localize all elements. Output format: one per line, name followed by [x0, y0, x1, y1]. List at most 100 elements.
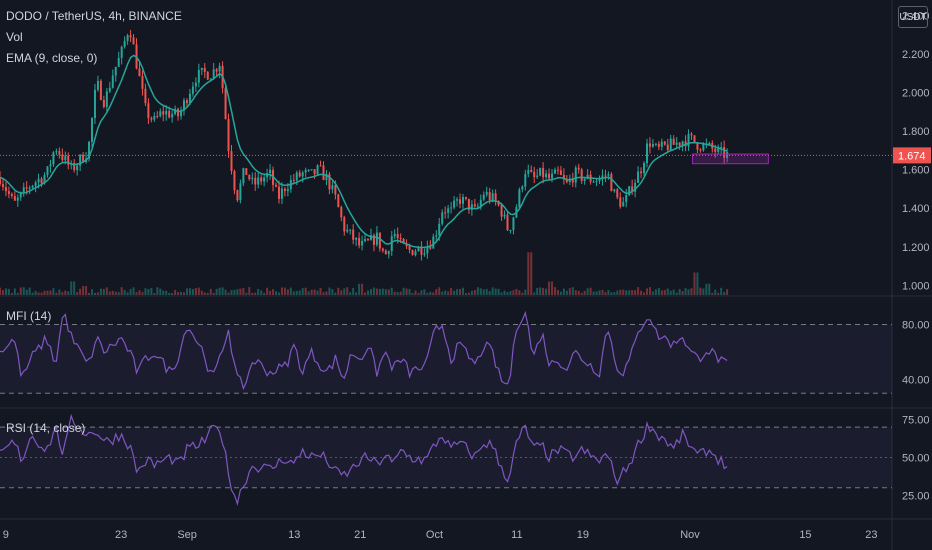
- ema-legend: EMA (9, close, 0): [6, 51, 97, 65]
- candle-body: [340, 207, 343, 218]
- volume-bar: [726, 289, 729, 295]
- candle-body: [438, 223, 441, 236]
- candle-body: [453, 200, 456, 208]
- candlestick-series: [0, 29, 729, 261]
- candle-body: [432, 236, 435, 249]
- candle-body: [625, 194, 628, 203]
- candle-body: [171, 114, 174, 118]
- volume-bar: [536, 287, 539, 295]
- candle-body: [476, 206, 479, 208]
- volume-bar: [191, 288, 194, 295]
- volume-bar: [459, 288, 462, 295]
- time-tick-label: 23: [865, 529, 877, 541]
- volume-bar: [708, 283, 711, 295]
- volume-bar: [687, 289, 690, 295]
- candle-body: [367, 239, 370, 241]
- candle-body: [275, 184, 278, 187]
- volume-bar: [7, 288, 10, 295]
- candle-body: [230, 151, 233, 172]
- candle-body: [687, 133, 690, 147]
- candle-body: [301, 172, 304, 177]
- candle-body: [408, 246, 411, 250]
- mfi-line: [0, 310, 728, 391]
- candle-body: [527, 169, 530, 174]
- candle-body: [426, 246, 429, 254]
- volume-bar: [203, 292, 206, 295]
- candle-body: [601, 175, 604, 180]
- volume-bar: [289, 287, 292, 295]
- volume-bar: [313, 289, 316, 295]
- candle-body: [212, 69, 215, 79]
- currency-button[interactable]: USDT: [898, 6, 928, 28]
- volume-bar: [631, 290, 634, 295]
- candle-body: [551, 173, 554, 179]
- current-price-tag: [893, 147, 931, 164]
- candle-body: [607, 174, 610, 176]
- candle-body: [396, 234, 399, 239]
- candle-body: [111, 75, 114, 88]
- volume-bar: [607, 290, 610, 295]
- candle-body: [574, 167, 577, 183]
- candle-body: [405, 243, 408, 247]
- volume-bar: [548, 281, 551, 295]
- volume-bar: [358, 283, 361, 295]
- volume-bar: [46, 290, 49, 295]
- candle-body: [488, 192, 491, 201]
- candle-body: [194, 82, 197, 87]
- candle-body: [524, 173, 527, 187]
- volume-bar: [396, 292, 399, 295]
- volume-bar: [135, 292, 138, 295]
- candle-body: [423, 253, 426, 255]
- candle-body: [470, 204, 473, 210]
- volume-bar: [147, 288, 150, 295]
- candle-body: [298, 172, 301, 177]
- candle-body: [76, 165, 79, 171]
- volume-bar: [144, 288, 147, 295]
- candle-body: [91, 118, 94, 142]
- volume-bar: [58, 289, 61, 295]
- candle-body: [96, 80, 99, 90]
- price-tick-label: 1.600: [902, 165, 930, 177]
- price-tick-label: 1.200: [902, 242, 930, 254]
- volume-bar: [467, 292, 470, 295]
- volume-bar: [280, 287, 283, 295]
- volume-bar: [435, 289, 438, 295]
- candle-body: [485, 192, 488, 195]
- candle-body: [512, 217, 515, 231]
- time-tick-label: Nov: [680, 529, 700, 541]
- candle-body: [482, 194, 485, 200]
- volume-bar: [551, 281, 554, 295]
- candle-body: [530, 169, 533, 172]
- volume-legend: Vol: [6, 30, 23, 44]
- volume-bar: [444, 290, 447, 295]
- volume-bar: [257, 288, 260, 295]
- volume-bar: [381, 288, 384, 295]
- rsi-line: [0, 413, 728, 506]
- volume-bar: [613, 292, 616, 295]
- volume-bar: [67, 291, 70, 295]
- volume-bar: [714, 289, 717, 295]
- price-tick-label: 2.200: [902, 49, 930, 61]
- volume-bar: [251, 292, 254, 295]
- candle-body: [675, 142, 678, 145]
- candle-body: [640, 171, 643, 174]
- candle-body: [375, 232, 378, 245]
- candle-body: [93, 89, 96, 119]
- volume-bar: [295, 290, 298, 295]
- volume-bar: [49, 290, 52, 295]
- ema-label: EMA (9, close, 0): [6, 51, 98, 65]
- volume-bar: [212, 292, 215, 295]
- candle-body: [165, 110, 168, 115]
- candle-body: [337, 194, 340, 208]
- symbol-legend: DODO / TetherUS, 4h, BINANCE: [6, 9, 182, 23]
- candle-body: [613, 189, 616, 192]
- volume-bar: [405, 288, 408, 295]
- volume-bar: [25, 289, 28, 295]
- volume-bar: [488, 291, 491, 295]
- volume-bar: [227, 292, 230, 295]
- volume-bar: [260, 290, 263, 295]
- candle-body: [129, 35, 132, 38]
- candle-body: [185, 100, 188, 104]
- candle-body: [49, 164, 52, 167]
